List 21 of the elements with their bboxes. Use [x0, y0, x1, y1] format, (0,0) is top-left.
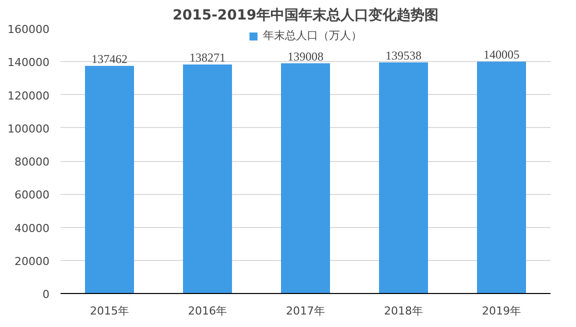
y-tick-label: 0	[42, 288, 50, 301]
x-tick-label: 2016年	[188, 304, 228, 318]
data-label: 137462	[92, 52, 128, 66]
legend-label: 年末总人口（万人）	[263, 28, 362, 43]
data-label: 140005	[484, 48, 520, 62]
data-label: 139538	[386, 48, 422, 62]
x-tick-label: 2015年	[90, 304, 130, 318]
chart-title: 2015-2019年中国年末总人口变化趋势图	[172, 6, 438, 24]
y-tick-label: 140000	[8, 56, 50, 70]
x-tick-label: 2018年	[384, 304, 424, 318]
data-label: 138271	[190, 50, 226, 64]
data-label: 139008	[288, 49, 324, 64]
y-tick-label: 80000	[14, 156, 50, 168]
y-tick-label: 40000	[14, 222, 50, 235]
y-tick-label: 160000	[8, 23, 50, 36]
x-tick-label: 2017年	[286, 304, 326, 318]
y-tick-label: 60000	[14, 188, 50, 202]
y-tick-label: 100000	[8, 122, 50, 136]
x-tick-label: 2019年	[482, 304, 522, 318]
y-tick-label: 20000	[14, 254, 50, 268]
y-tick-label: 120000	[8, 89, 50, 102]
